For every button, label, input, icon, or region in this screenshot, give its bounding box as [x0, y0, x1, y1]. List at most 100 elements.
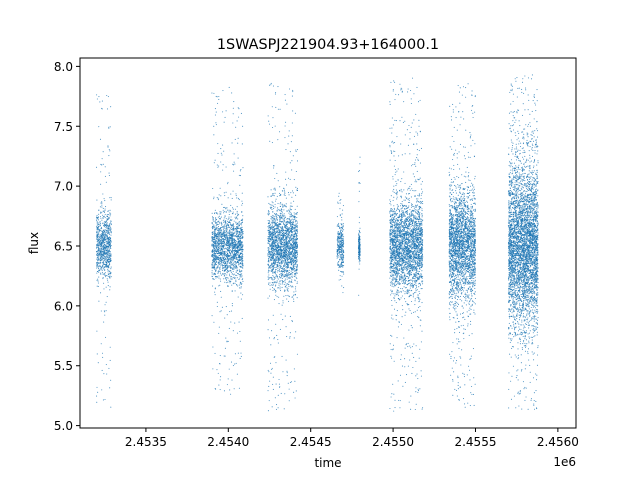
data-point: [98, 255, 100, 257]
data-point: [108, 249, 111, 251]
data-point: [101, 269, 103, 271]
data-point: [220, 161, 222, 163]
data-point: [236, 235, 238, 237]
data-point: [232, 122, 234, 124]
data-point: [97, 227, 99, 229]
data-point: [237, 235, 239, 238]
data-point: [283, 194, 285, 196]
data-point: [102, 236, 104, 238]
data-point: [285, 232, 287, 234]
data-point: [108, 232, 110, 234]
data-point: [235, 239, 237, 242]
data-point: [291, 259, 293, 261]
data-point: [106, 255, 108, 258]
data-point: [270, 372, 272, 374]
data-point: [220, 248, 222, 251]
data-point: [214, 241, 216, 243]
data-point: [231, 242, 233, 244]
data-point: [237, 296, 239, 298]
data-point: [226, 252, 229, 254]
data-point: [97, 260, 99, 262]
data-point: [294, 221, 296, 223]
data-point: [296, 230, 298, 232]
data-point: [290, 229, 292, 231]
data-point: [222, 267, 224, 269]
data-point: [107, 258, 109, 260]
data-point: [218, 244, 220, 246]
data-point: [218, 275, 220, 277]
data-point: [275, 216, 277, 218]
data-point: [240, 262, 242, 264]
data-point: [211, 263, 213, 265]
data-point: [285, 295, 287, 297]
data-point: [292, 91, 294, 93]
data-point: [109, 275, 111, 277]
data-point: [103, 310, 105, 312]
data-point: [286, 230, 288, 232]
data-point: [109, 277, 111, 279]
data-point: [216, 369, 218, 371]
data-point: [281, 234, 283, 236]
data-point: [283, 261, 285, 263]
data-point: [275, 274, 277, 276]
data-point: [232, 208, 234, 210]
data-point: [216, 276, 219, 278]
data-point: [235, 227, 237, 229]
data-point: [224, 274, 226, 276]
data-point: [273, 299, 275, 301]
data-point: [290, 202, 292, 204]
data-point: [276, 271, 278, 273]
data-point: [293, 239, 295, 241]
data-point: [226, 384, 228, 386]
data-point: [217, 216, 219, 218]
data-point: [221, 203, 223, 205]
data-point: [224, 245, 226, 247]
data-point: [96, 94, 98, 96]
data-point: [294, 251, 296, 253]
data-point: [227, 224, 230, 227]
data-point: [289, 232, 291, 234]
data-point: [102, 151, 104, 153]
data-point: [218, 165, 220, 167]
data-point: [100, 292, 102, 294]
data-point: [279, 386, 281, 388]
data-point: [222, 250, 224, 253]
data-point: [105, 286, 107, 288]
data-point: [231, 284, 233, 286]
data-point: [288, 281, 290, 283]
data-point: [238, 174, 240, 176]
data-point: [109, 346, 111, 348]
data-point: [98, 256, 100, 258]
data-point: [277, 394, 279, 396]
data-point: [218, 243, 220, 245]
data-point: [280, 392, 282, 395]
data-point: [281, 279, 283, 281]
data-point: [284, 229, 286, 231]
data-point: [231, 276, 233, 278]
data-point: [277, 245, 279, 247]
data-point: [228, 279, 230, 281]
data-point: [231, 290, 233, 292]
data-point: [104, 209, 106, 211]
data-point: [273, 195, 275, 197]
data-point: [213, 239, 215, 241]
data-point: [109, 197, 111, 199]
data-point: [227, 277, 229, 279]
data-point: [228, 211, 230, 213]
data-point: [104, 273, 106, 275]
data-point: [271, 254, 273, 256]
data-point: [267, 276, 269, 278]
data-point: [237, 238, 240, 240]
data-point: [270, 239, 272, 241]
data-point: [103, 198, 105, 200]
data-point: [271, 249, 273, 251]
data-point: [281, 286, 283, 289]
data-point: [230, 393, 232, 395]
data-point: [231, 236, 233, 238]
data-point: [220, 241, 222, 243]
data-point: [225, 110, 227, 112]
data-point: [234, 208, 236, 210]
data-point: [295, 274, 297, 276]
data-point: [228, 259, 230, 261]
data-point: [226, 340, 228, 342]
